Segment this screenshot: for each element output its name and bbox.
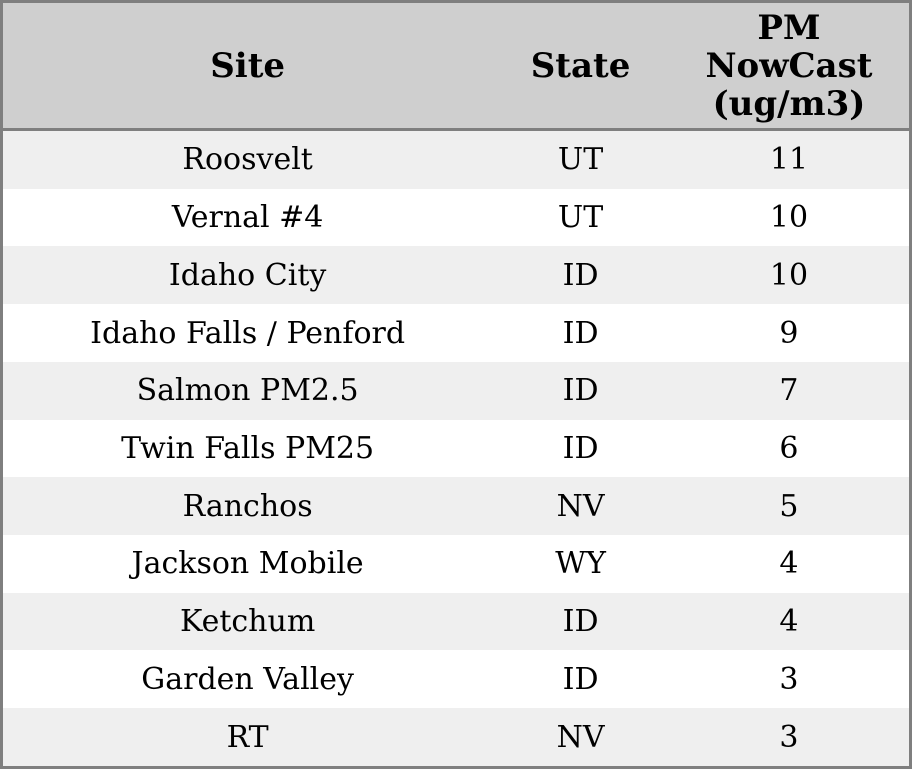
site-cell: Roosvelt bbox=[182, 142, 313, 178]
site-cell: Idaho City bbox=[168, 257, 327, 293]
site-cell: Salmon PM2.5 bbox=[136, 373, 359, 409]
table-row: Idaho Falls / Penford ID 9 bbox=[3, 304, 909, 362]
pm-value-cell: 4 bbox=[779, 546, 799, 582]
state-cell: UT bbox=[557, 200, 604, 236]
table-row: Ranchos NV 5 bbox=[3, 477, 909, 536]
pm-value-cell: 10 bbox=[769, 257, 809, 293]
pm-value-cell: 3 bbox=[779, 661, 799, 697]
column-header-state: State bbox=[492, 3, 669, 131]
site-cell: Vernal #4 bbox=[171, 200, 324, 236]
table-header: Site State PM NowCast (ug/m3) bbox=[3, 3, 909, 131]
state-cell: UT bbox=[557, 142, 604, 178]
site-cell: Garden Valley bbox=[141, 661, 354, 697]
pm-value-cell: 7 bbox=[779, 373, 799, 409]
state-cell: ID bbox=[562, 430, 599, 466]
pm-value-cell: 10 bbox=[769, 200, 809, 236]
pm-nowcast-header-label: PM NowCast (ug/m3) bbox=[705, 7, 873, 124]
state-cell: ID bbox=[562, 661, 599, 697]
header-row: Site State PM NowCast (ug/m3) bbox=[3, 3, 909, 131]
site-cell: Ketchum bbox=[179, 604, 316, 640]
table-row: Idaho City ID 10 bbox=[3, 246, 909, 305]
state-cell: WY bbox=[555, 546, 606, 582]
table-row: Ketchum ID 4 bbox=[3, 592, 909, 651]
table-row: Twin Falls PM25 ID 6 bbox=[3, 419, 909, 478]
pm-value-cell: 11 bbox=[769, 142, 809, 178]
state-cell: ID bbox=[562, 604, 599, 640]
table-row: Vernal #4 UT 10 bbox=[3, 188, 909, 247]
pm-value-cell: 6 bbox=[779, 430, 799, 466]
table-row: Garden Valley ID 3 bbox=[3, 650, 909, 709]
table-row: Roosvelt UT 11 bbox=[3, 131, 909, 189]
state-cell: ID bbox=[562, 373, 599, 409]
pm-value-cell: 3 bbox=[779, 719, 799, 755]
site-cell: Idaho Falls / Penford bbox=[90, 315, 406, 351]
table-row: Salmon PM2.5 ID 7 bbox=[3, 361, 909, 420]
state-cell: ID bbox=[562, 257, 599, 293]
table-body: Roosvelt UT 11 Vernal #4 UT 10 Idaho Cit… bbox=[3, 131, 909, 766]
state-cell: NV bbox=[556, 719, 605, 755]
site-cell: Jackson Mobile bbox=[131, 546, 364, 582]
state-cell: ID bbox=[562, 315, 599, 351]
pm-value-cell: 4 bbox=[779, 604, 799, 640]
table-row: Jackson Mobile WY 4 bbox=[3, 535, 909, 593]
pm-value-cell: 5 bbox=[779, 488, 799, 524]
site-cell: RT bbox=[226, 719, 269, 755]
column-header-pm-nowcast: PM NowCast (ug/m3) bbox=[668, 3, 909, 131]
state-cell: NV bbox=[556, 488, 605, 524]
site-cell: Ranchos bbox=[182, 488, 313, 524]
site-cell: Twin Falls PM25 bbox=[121, 430, 375, 466]
pm-value-cell: 9 bbox=[779, 315, 799, 351]
column-header-site: Site bbox=[3, 3, 493, 131]
table-row: RT NV 3 bbox=[3, 708, 909, 766]
